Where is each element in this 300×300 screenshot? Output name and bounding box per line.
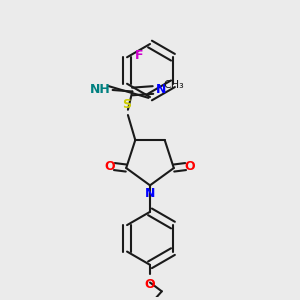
Text: N: N (145, 187, 155, 200)
Text: O: O (185, 160, 195, 173)
Text: N: N (156, 83, 166, 96)
Text: F: F (134, 49, 143, 62)
Text: S: S (122, 98, 131, 112)
Text: O: O (105, 160, 115, 173)
Text: O: O (145, 278, 155, 291)
Text: NH: NH (90, 83, 111, 96)
Text: CH₃: CH₃ (164, 80, 184, 90)
